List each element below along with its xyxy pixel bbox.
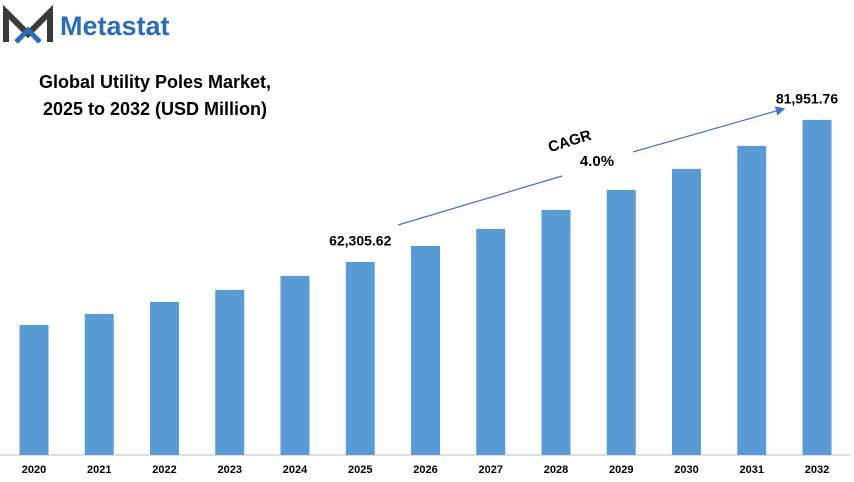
chart-title: Global Utility Poles Market, [39, 72, 271, 92]
bar [345, 261, 375, 455]
x-tick-label: 2025 [348, 464, 372, 476]
x-tick-label: 2032 [805, 464, 829, 476]
bar [541, 209, 571, 455]
x-tick-label: 2028 [544, 464, 568, 476]
x-tick-label: 2030 [674, 464, 698, 476]
chart-title: 2025 to 2032 (USD Million) [43, 99, 267, 119]
bar [280, 275, 310, 455]
logo-icon [3, 4, 53, 42]
x-tick-label: 2021 [87, 464, 111, 476]
x-tick-label: 2022 [152, 464, 176, 476]
bar [411, 245, 440, 455]
x-tick-label: 2024 [283, 464, 308, 476]
x-tick-label: 2029 [609, 464, 633, 476]
bar [150, 301, 179, 455]
value-label: 81,951.76 [776, 91, 838, 107]
x-tick-label: 2026 [413, 464, 437, 476]
logo-accent [14, 26, 42, 44]
bar [802, 119, 832, 455]
value-label: 62,305.62 [329, 233, 391, 249]
bar [737, 145, 767, 455]
cagr-arrow [632, 106, 786, 153]
x-tick-label: 2031 [740, 464, 764, 476]
cagr-label: CAGR [546, 127, 593, 156]
x-tick-label: 2020 [22, 464, 46, 476]
cagr-value: 4.0% [580, 153, 614, 170]
cagr-arrow [397, 175, 563, 226]
bar [215, 289, 245, 455]
bar [672, 168, 701, 455]
bar [84, 313, 114, 455]
x-tick-label: 2023 [218, 464, 242, 476]
bar [19, 324, 49, 455]
x-tick-label: 2027 [479, 464, 503, 476]
brand: Metastat [60, 11, 170, 41]
bar [476, 228, 506, 455]
bar [606, 189, 636, 455]
